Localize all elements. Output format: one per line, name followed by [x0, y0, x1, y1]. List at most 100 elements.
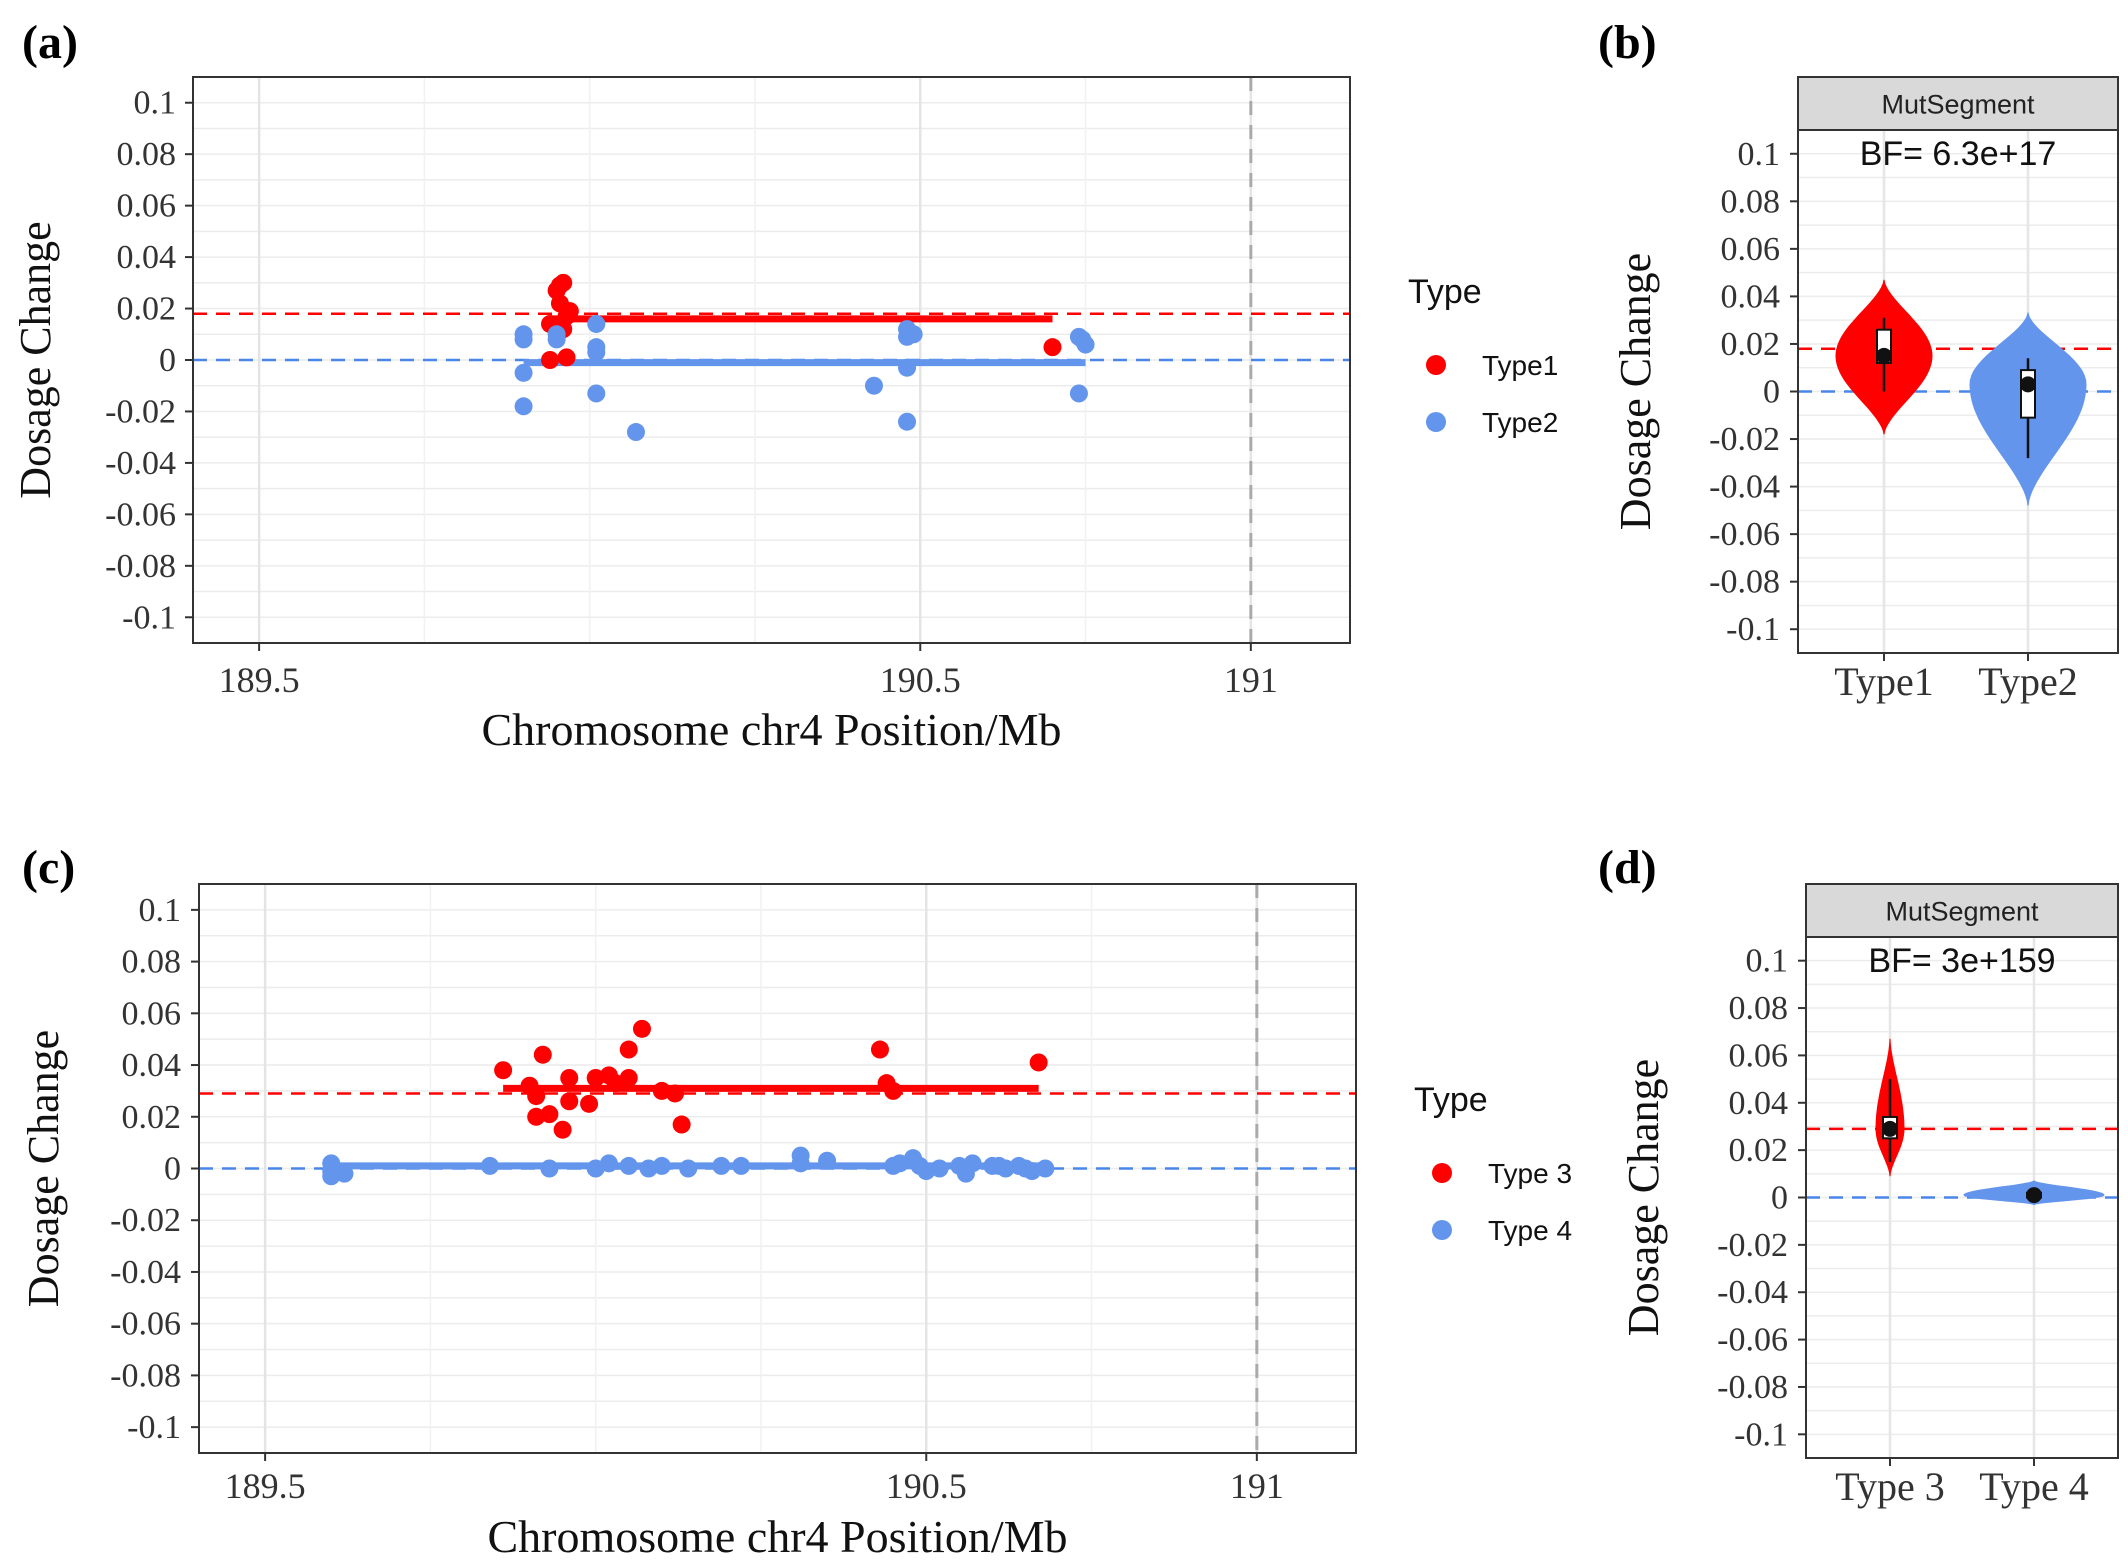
data-point — [553, 1120, 572, 1139]
y-tick-label: 0.06 — [1721, 231, 1781, 268]
legend-title: Type — [1408, 273, 1482, 311]
data-point — [619, 1068, 638, 1087]
data-point — [587, 314, 606, 333]
x-tick-label: Type1 — [1834, 659, 1933, 704]
data-point — [619, 1040, 638, 1059]
x-axis-label: Chromosome chr4 Position/Mb — [487, 1511, 1067, 1562]
legend-entry: Type 4 — [1488, 1215, 1572, 1246]
legend-swatch — [1426, 412, 1446, 432]
x-tick-label: 189.5 — [219, 660, 300, 700]
y-axis-label: Dosage Change — [1611, 253, 1660, 530]
data-point — [672, 1115, 691, 1134]
mean-point — [1876, 347, 1892, 364]
data-point — [712, 1156, 731, 1175]
y-tick-label: 0.02 — [1721, 326, 1781, 363]
data-point — [666, 1084, 685, 1103]
y-tick-label: 0.04 — [1721, 278, 1781, 315]
data-point — [732, 1156, 751, 1175]
y-tick-label: 0.08 — [1729, 990, 1789, 1027]
data-point — [904, 325, 923, 344]
y-tick-label: -0.1 — [122, 599, 176, 636]
y-tick-label: -0.04 — [1709, 469, 1780, 506]
y-axis-label: Dosage Change — [19, 1030, 68, 1307]
y-tick-label: -0.08 — [1709, 564, 1780, 601]
y-tick-label: 0 — [1763, 374, 1780, 411]
data-point — [619, 1156, 638, 1175]
facet-strip — [1805, 883, 2119, 938]
legend-swatch — [1432, 1163, 1452, 1183]
y-tick-label: -0.04 — [1717, 1274, 1788, 1311]
y-tick-label: -0.08 — [110, 1357, 181, 1394]
scatter-panel-0: 0.1 0.08 0.06 0.04 0.02 0 -0.02 -0.04 -0.06 -0.08… — [11, 16, 1558, 755]
y-tick-label: 0 — [1771, 1180, 1788, 1217]
mean-point — [2020, 376, 2036, 393]
y-tick-label: -0.02 — [1709, 421, 1780, 458]
y-tick-label: -0.02 — [110, 1202, 181, 1239]
legend-entry: Type 3 — [1488, 1158, 1572, 1189]
y-tick-label: 0.1 — [1746, 943, 1789, 980]
data-point — [560, 302, 579, 321]
data-point — [587, 343, 606, 362]
x-tick-label: 189.5 — [225, 1466, 306, 1506]
data-point — [494, 1061, 513, 1080]
facet-strip-label: MutSegment — [1885, 897, 2039, 927]
y-tick-label: 0.02 — [117, 291, 177, 328]
y-tick-label: -0.06 — [105, 496, 176, 533]
data-point — [480, 1156, 499, 1175]
data-point — [870, 1040, 889, 1059]
legend-swatch — [1426, 355, 1446, 375]
x-tick-label: Type 3 — [1835, 1464, 1944, 1509]
data-point — [335, 1164, 354, 1183]
data-point — [884, 1081, 903, 1100]
x-axis-label: Chromosome chr4 Position/Mb — [481, 704, 1061, 755]
data-point — [580, 1094, 599, 1113]
mean-point — [2026, 1187, 2042, 1204]
x-tick-label: 191 — [1230, 1466, 1284, 1506]
y-tick-label: 0.02 — [122, 1099, 182, 1136]
y-tick-label: -0.1 — [1734, 1416, 1788, 1453]
data-point — [557, 348, 576, 367]
legend-entry: Type1 — [1482, 350, 1558, 381]
y-tick-label: 0 — [164, 1151, 181, 1188]
data-point — [547, 325, 566, 344]
y-tick-label: -0.06 — [1709, 516, 1780, 553]
y-tick-label: 0.08 — [122, 944, 182, 981]
facet-strip-label: MutSegment — [1881, 90, 2035, 120]
data-point — [1043, 338, 1062, 357]
data-point — [540, 1105, 559, 1124]
data-point — [560, 1068, 579, 1087]
y-tick-label: -0.1 — [1726, 611, 1780, 648]
data-point — [540, 1159, 559, 1178]
scatter-panel-2: 0.1 0.08 0.06 0.04 0.02 0 -0.02 -0.04 -0.06 -0.08… — [19, 841, 1572, 1562]
y-tick-label: 0.1 — [139, 892, 182, 929]
data-point — [652, 1156, 671, 1175]
data-point — [541, 351, 560, 369]
y-tick-label: -0.04 — [110, 1254, 181, 1291]
data-point — [898, 412, 917, 431]
y-tick-label: 0.08 — [117, 136, 177, 173]
data-point — [1036, 1159, 1055, 1178]
data-point — [679, 1159, 698, 1178]
x-tick-label: Type 4 — [1979, 1464, 2088, 1509]
data-point — [560, 1092, 579, 1111]
y-tick-label: -0.08 — [1717, 1369, 1788, 1406]
panel-label: (c) — [22, 841, 75, 894]
data-point — [791, 1146, 810, 1165]
legend-entry: Type2 — [1482, 407, 1558, 438]
panel-label: (b) — [1598, 16, 1657, 69]
data-point — [963, 1154, 982, 1173]
data-point — [599, 1154, 618, 1173]
data-point — [626, 423, 645, 442]
mean-point — [1882, 1120, 1898, 1137]
data-point — [514, 363, 533, 382]
y-tick-label: -0.06 — [110, 1306, 181, 1343]
y-tick-label: 0.1 — [1738, 136, 1781, 173]
data-point — [554, 273, 573, 292]
data-point — [818, 1151, 837, 1170]
y-axis-label: Dosage Change — [1619, 1059, 1668, 1336]
data-point — [1076, 335, 1095, 354]
y-tick-label: 0.06 — [122, 995, 182, 1032]
data-point — [587, 384, 606, 403]
panel-label: (d) — [1598, 841, 1657, 894]
